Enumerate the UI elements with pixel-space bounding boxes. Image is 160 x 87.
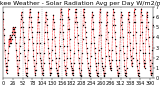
Title: Milwaukee Weather - Solar Radiation Avg per Day W/m2/minute: Milwaukee Weather - Solar Radiation Avg … bbox=[0, 1, 160, 6]
